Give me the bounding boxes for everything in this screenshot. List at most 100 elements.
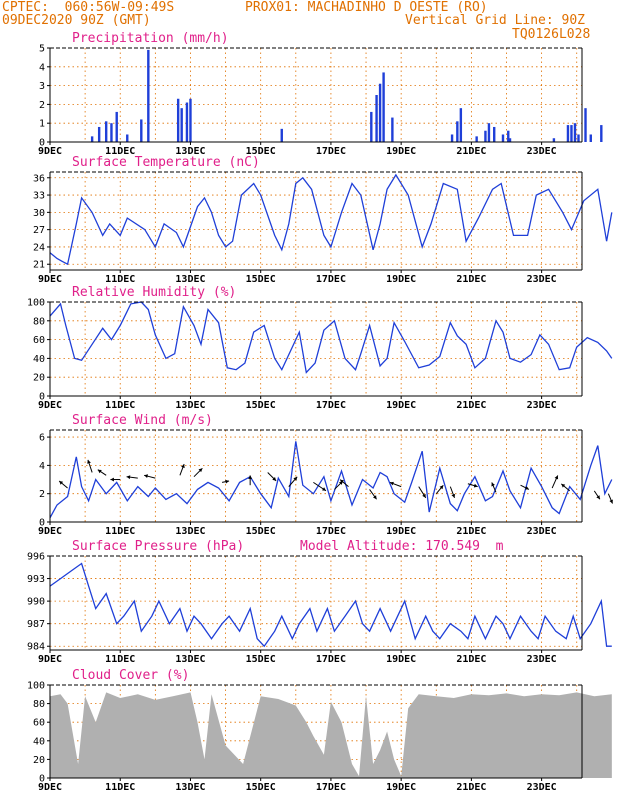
y-tick-label: 0 — [39, 138, 45, 149]
x-tick-label: 9DEC — [38, 654, 62, 665]
precip-bar — [450, 134, 454, 142]
panel-title: Surface Temperature (nC) — [72, 155, 260, 170]
x-tick-label: 13DEC — [175, 526, 205, 537]
wind-arrow-head — [451, 493, 456, 498]
wind-arrow-head — [248, 475, 253, 479]
y-tick-label: 6 — [39, 433, 45, 444]
precip-bar — [573, 123, 577, 142]
x-tick-label: 15DEC — [246, 526, 276, 537]
series-line — [49, 441, 613, 519]
wind-arrow-head — [609, 499, 613, 504]
wind-arrow-head — [373, 495, 377, 500]
wind-arrow-head — [225, 479, 230, 484]
precip-bar — [97, 126, 101, 142]
x-tick-label: 9DEC — [38, 400, 62, 411]
panel-5: 984 987 990 993 996 9DEC 11DEC 13DEC 15DEC 17DEC 1… — [27, 539, 612, 665]
wind-arrow-head — [293, 476, 298, 481]
precip-bar — [493, 126, 496, 142]
x-tick-label: 15DEC — [246, 274, 276, 285]
x-tick-label: 19DEC — [386, 146, 416, 157]
y-tick-label: 20 — [33, 755, 45, 766]
x-tick-label: 17DEC — [316, 400, 346, 411]
precip-bar — [456, 121, 459, 142]
x-tick-label: 9DEC — [38, 782, 62, 793]
series-line — [49, 173, 613, 266]
x-tick-label: 11DEC — [105, 400, 135, 411]
panel-title: Relative Humidity (%) — [72, 285, 236, 300]
series-line — [49, 562, 612, 648]
x-tick-label: 19DEC — [386, 782, 416, 793]
cloud-cover-area — [50, 692, 612, 778]
x-tick-label: 21DEC — [456, 274, 486, 285]
wind-arrow-head — [144, 474, 148, 478]
wind-arrow-head — [596, 495, 600, 500]
precip-bar — [180, 108, 183, 142]
precip-bar — [459, 108, 463, 142]
x-tick-label: 19DEC — [386, 526, 416, 537]
precip-bar — [378, 83, 382, 142]
header-grid-line-note: Vertical Grid Line: 90Z — [405, 13, 586, 28]
precip-bar — [126, 134, 129, 142]
y-tick-label: 40 — [33, 736, 45, 747]
x-tick-label: 17DEC — [316, 654, 346, 665]
y-tick-label: 0 — [39, 518, 45, 529]
y-tick-label: 5 — [39, 44, 45, 55]
x-tick-label: 19DEC — [386, 400, 416, 411]
precip-bar — [382, 72, 385, 142]
precip-bar — [484, 130, 487, 142]
y-tick-label: 33 — [33, 191, 45, 202]
x-tick-label: 17DEC — [316, 146, 346, 157]
panel-6: 0 20 40 60 80 100 9DEC 11DEC 13DEC 15DEC 17DEC 19DE… — [27, 668, 612, 793]
x-tick-label: 21DEC — [456, 400, 486, 411]
panel-3: 0 20 40 60 80 100 9DEC 11DEC 13DEC 15DEC 17DEC 19DE… — [27, 285, 613, 411]
y-tick-label: 27 — [33, 225, 45, 236]
x-tick-label: 17DEC — [316, 782, 346, 793]
precip-bar — [104, 121, 108, 142]
x-tick-label: 11DEC — [105, 274, 135, 285]
panel-title: Surface Wind (m/s) — [72, 413, 213, 428]
header-date: 09DEC2020 90Z (GMT) — [2, 13, 151, 28]
x-tick-label: 21DEC — [456, 782, 486, 793]
precip-bar — [552, 138, 556, 142]
series-line — [49, 301, 613, 374]
precip-bar — [584, 108, 587, 142]
x-tick-label: 23DEC — [527, 400, 557, 411]
precip-bar — [189, 98, 192, 142]
precip-bar — [185, 102, 189, 142]
x-tick-label: 13DEC — [175, 782, 205, 793]
x-tick-label: 15DEC — [246, 782, 276, 793]
x-tick-label: 9DEC — [38, 274, 62, 285]
precip-bar — [507, 130, 510, 142]
x-tick-label: 13DEC — [175, 400, 205, 411]
x-tick-label: 13DEC — [175, 274, 205, 285]
y-tick-label: 1 — [39, 119, 45, 130]
y-tick-label: 990 — [27, 597, 45, 608]
wind-arrow-head — [554, 475, 559, 480]
x-tick-label: 11DEC — [105, 782, 135, 793]
precip-bar — [475, 136, 478, 142]
panel-2: 21 24 27 30 33 36 9DEC 11DEC 13DEC 15DEC 17DEC 19DE… — [33, 155, 613, 285]
x-tick-label: 13DEC — [175, 146, 205, 157]
y-tick-label: 2 — [39, 489, 45, 500]
wind-arrow-head — [491, 482, 495, 487]
y-tick-label: 80 — [33, 699, 45, 710]
wind-arrow-head — [272, 477, 277, 481]
panel-title: Precipitation (mm/h) — [72, 31, 229, 46]
panel-title: Cloud Cover (%) — [72, 668, 189, 683]
precip-bar — [140, 119, 143, 142]
y-tick-label: 30 — [33, 208, 45, 219]
x-tick-label: 11DEC — [105, 526, 135, 537]
y-tick-label: 987 — [27, 619, 45, 630]
wind-arrow-head — [181, 464, 185, 469]
y-tick-label: 100 — [27, 298, 45, 309]
precip-bar — [577, 134, 580, 142]
y-tick-label: 0 — [39, 774, 45, 785]
x-tick-label: 11DEC — [105, 146, 135, 157]
x-tick-label: 17DEC — [316, 526, 346, 537]
y-tick-label: 996 — [27, 552, 45, 563]
precip-bar — [508, 138, 512, 142]
y-tick-label: 20 — [33, 373, 45, 384]
x-tick-label: 11DEC — [105, 654, 135, 665]
precip-bar — [115, 111, 118, 142]
panel-1: 0 1 2 3 4 5 9DEC 11DEC 13DEC 15DEC 17DEC 19DEC 21DEC… — [38, 31, 603, 157]
